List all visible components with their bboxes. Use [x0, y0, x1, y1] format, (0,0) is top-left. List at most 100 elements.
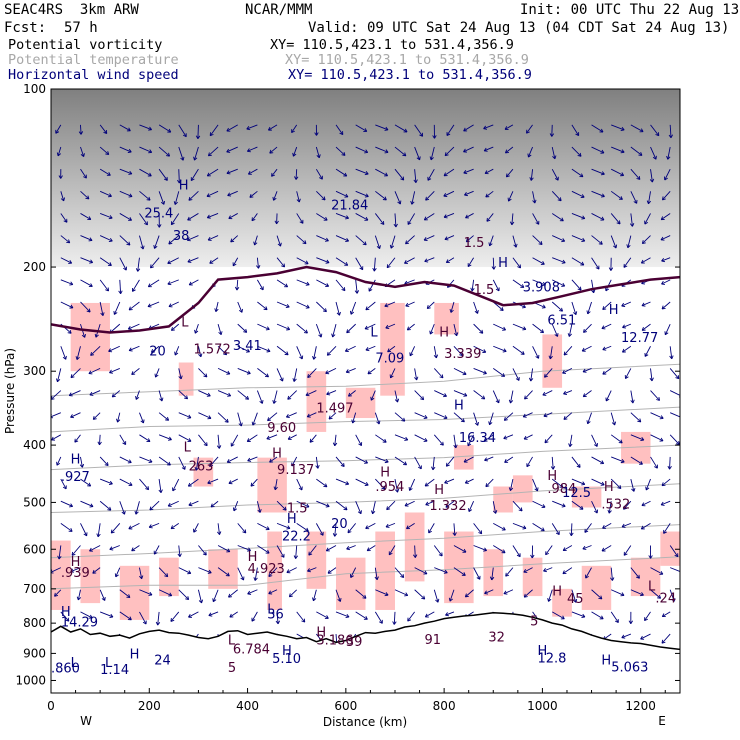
wind-vector-586 — [532, 346, 540, 359]
annotation-68: .860 — [51, 662, 80, 677]
annotation-4: H — [498, 256, 508, 271]
wind-vector-657 — [583, 323, 592, 333]
wind-vector-159 — [178, 456, 186, 470]
wind-vector-250 — [257, 345, 271, 353]
wind-vector-17 — [60, 500, 74, 508]
wind-vector-184 — [187, 478, 199, 487]
wind-vector-607 — [552, 279, 566, 287]
wind-vector-56 — [99, 301, 105, 316]
wind-vector-251 — [257, 368, 269, 378]
wind-vector-231 — [226, 456, 238, 463]
wind-vector-309 — [288, 589, 298, 598]
wind-vector-580 — [532, 213, 540, 225]
wind-vector-427 — [388, 545, 396, 556]
wind-vector-451 — [412, 545, 418, 558]
wind-vector-576 — [526, 124, 533, 134]
wind-vector-557 — [512, 235, 518, 248]
wind-vector-88 — [119, 478, 133, 487]
wind-vector-500 — [453, 567, 466, 576]
wind-vector-653 — [591, 235, 603, 245]
wind-vector-0 — [55, 124, 62, 134]
wind-vector-724 — [644, 213, 651, 225]
wind-vector-471 — [431, 456, 436, 471]
annotation-67: L — [71, 656, 79, 671]
wind-vector-573 — [503, 589, 514, 595]
pink-region-22 — [375, 531, 395, 610]
wind-vector-530 — [484, 168, 494, 175]
annotation-21: 16.34 — [459, 431, 496, 446]
wind-vector-128 — [147, 301, 160, 308]
wind-vector-417 — [385, 323, 396, 329]
forecast-hours: 57 h — [64, 20, 98, 36]
wind-vector-699 — [630, 191, 638, 204]
wind-vector-549 — [484, 589, 494, 595]
wind-vector-478 — [424, 611, 435, 618]
wind-vector-228 — [237, 390, 250, 400]
terrain-surface-line — [51, 611, 680, 651]
wind-vector-743 — [640, 633, 651, 640]
wind-vector-539 — [493, 368, 506, 377]
wind-vector-186 — [193, 523, 199, 533]
wind-vector-600 — [549, 124, 555, 137]
wind-vector-390 — [372, 257, 377, 272]
wind-vector-762 — [663, 523, 671, 534]
annotation-61: 6.784 — [233, 642, 270, 657]
wind-vector-6 — [60, 257, 73, 264]
wind-vector-635 — [562, 368, 573, 374]
annotation-71: 12.8 — [537, 651, 566, 666]
wind-vector-200 — [214, 301, 219, 312]
annotation-54: 5 — [530, 615, 538, 630]
wind-vector-730 — [644, 346, 651, 357]
wind-vector-362 — [355, 168, 369, 176]
wind-vector-89 — [119, 501, 126, 515]
wind-vector-206 — [216, 434, 222, 449]
wind-vector-375 — [355, 456, 369, 464]
wind-vector-696 — [630, 124, 644, 133]
wind-vector-75 — [119, 190, 133, 198]
wind-vector-72 — [119, 124, 131, 132]
wind-vector-458 — [427, 168, 435, 181]
annotation-72: H — [601, 654, 611, 669]
wind-vector-113 — [134, 501, 140, 515]
wind-vector-641 — [571, 500, 584, 510]
wind-vector-592 — [532, 478, 539, 492]
wind-vector-710 — [630, 434, 645, 442]
wind-vector-733 — [650, 412, 664, 420]
wind-vector-655 — [591, 279, 596, 294]
wind-vector-697 — [630, 146, 643, 156]
wind-vector-220 — [228, 213, 238, 220]
wind-vector-224 — [237, 301, 243, 313]
wind-vector-326 — [309, 434, 317, 443]
wind-vector-346 — [326, 345, 337, 356]
wind-vector-570 — [512, 522, 527, 530]
wind-vector-272 — [276, 301, 290, 309]
wind-vector-44 — [70, 567, 81, 573]
wind-vector-747 — [661, 191, 671, 201]
wind-vector-738 — [640, 522, 651, 530]
wind-vector-585 — [532, 323, 545, 334]
wind-vector-705 — [622, 323, 632, 329]
pink-region-25 — [483, 549, 504, 597]
wind-vector-98 — [139, 168, 152, 177]
wind-vector-187 — [198, 545, 207, 556]
wind-vector-541 — [488, 412, 494, 426]
wind-vector-645 — [571, 589, 578, 603]
wind-vector-444 — [414, 390, 425, 401]
wind-vector-434 — [413, 169, 418, 183]
wind-vector-192 — [209, 124, 219, 137]
wind-vector-240 — [246, 124, 258, 131]
wind-vector-426 — [385, 522, 396, 528]
wind-vector-507 — [464, 190, 474, 197]
annotation-55: H — [316, 625, 326, 640]
wind-vector-261 — [247, 589, 258, 595]
wind-vector-10 — [60, 346, 67, 360]
wind-vector-331 — [308, 545, 317, 556]
annotation-16: 7.09 — [375, 351, 404, 366]
wind-vector-690 — [602, 522, 612, 529]
wind-vector-709 — [630, 412, 642, 423]
wind-vector-729 — [641, 323, 651, 331]
wind-vector-91 — [109, 545, 120, 551]
wind-vector-86 — [119, 434, 127, 445]
wind-vector-524 — [473, 567, 481, 580]
wind-vector-356 — [327, 567, 337, 574]
